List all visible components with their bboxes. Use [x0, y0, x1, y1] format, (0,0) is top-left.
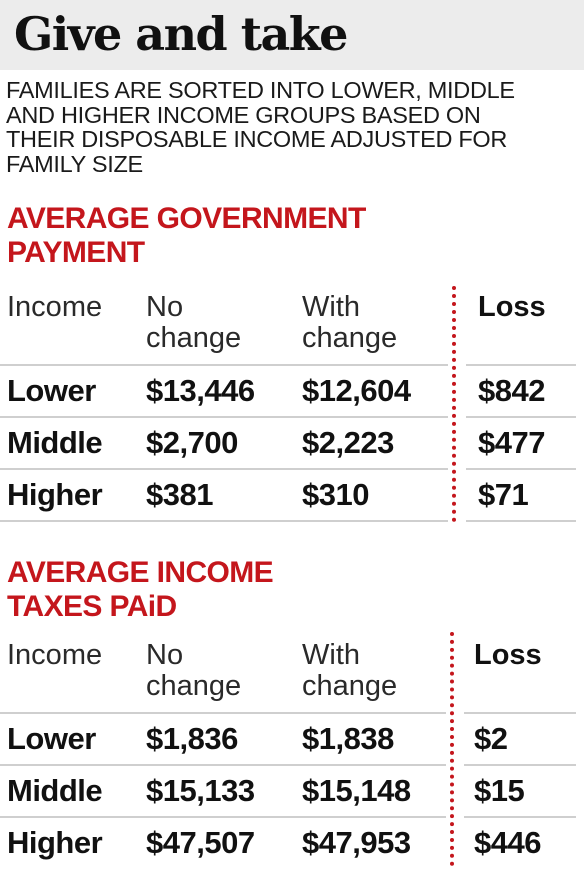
- cell-with-change: $1,838: [302, 721, 394, 756]
- section-title-line: TAXES PAiD: [7, 590, 177, 623]
- loss-column-dotted-separator: [450, 632, 454, 866]
- intro-line: FAMILIES ARE SORTED INTO LOWER, MIDDLE: [6, 77, 515, 103]
- cell-no-change: $1,836: [146, 721, 238, 756]
- row-divider: [464, 764, 576, 766]
- cell-income: Lower: [7, 373, 96, 408]
- row-divider: [0, 416, 448, 418]
- row-divider: [0, 764, 446, 766]
- cell-no-change: $2,700: [146, 425, 238, 460]
- cell-loss: $842: [478, 373, 545, 408]
- intro-line: FAMILY SIZE: [6, 150, 143, 177]
- cell-loss: $15: [474, 773, 525, 808]
- table-row: Middle $2,700 $2,223 $477: [0, 418, 584, 469]
- row-divider: [0, 816, 446, 818]
- row-divider: [0, 712, 446, 714]
- section-title-line: PAYMENT: [7, 236, 145, 269]
- cell-no-change: $13,446: [146, 373, 255, 408]
- loss-column-dotted-separator: [452, 286, 456, 522]
- header-with-change: With change: [302, 291, 398, 354]
- cell-with-change: $310: [302, 477, 369, 512]
- cell-no-change: $15,133: [146, 773, 255, 808]
- section-title-line: AVERAGE INCOME: [7, 556, 274, 589]
- row-divider: [0, 468, 448, 470]
- row-divider: [466, 520, 576, 522]
- header-income: Income: [7, 639, 103, 671]
- intro-line: AND HIGHER INCOME GROUPS BASED ON: [6, 101, 481, 128]
- section-title-line: AVERAGE GOVERNMENT: [7, 202, 366, 235]
- section-title-income-taxes: AVERAGE INCOME TAXES PAiD: [7, 556, 567, 624]
- row-divider: [0, 364, 448, 366]
- cell-with-change: $2,223: [302, 425, 394, 460]
- cell-with-change: $15,148: [302, 773, 411, 808]
- header-loss: Loss: [478, 291, 546, 323]
- cell-no-change: $381: [146, 477, 213, 512]
- page-title: Give and take: [14, 7, 348, 61]
- header-with-change: With change: [302, 639, 398, 702]
- cell-with-change: $12,604: [302, 373, 411, 408]
- cell-income: Lower: [7, 721, 96, 756]
- cell-income: Middle: [7, 773, 103, 808]
- table-row: Middle $15,133 $15,148 $15: [0, 766, 584, 817]
- table-row: Lower $13,446 $12,604 $842: [0, 366, 584, 417]
- row-divider: [0, 520, 448, 522]
- cell-with-change: $47,953: [302, 825, 411, 860]
- table-row: Higher $381 $310 $71: [0, 470, 584, 521]
- cell-loss: $71: [478, 477, 529, 512]
- cell-income: Higher: [7, 825, 103, 860]
- header-no-change: No change: [146, 291, 242, 354]
- cell-loss: $477: [478, 425, 545, 460]
- cell-loss: $2: [474, 721, 508, 756]
- row-divider: [466, 416, 576, 418]
- intro-line: THEIR DISPOSABLE INCOME ADJUSTED FOR: [6, 126, 508, 152]
- cell-loss: $446: [474, 825, 541, 860]
- section-title-government-payment: AVERAGE GOVERNMENT PAYMENT: [7, 202, 567, 270]
- header-loss: Loss: [474, 639, 542, 671]
- row-divider: [466, 468, 576, 470]
- row-divider: [464, 712, 576, 714]
- intro-text: FAMILIES ARE SORTED INTO LOWER, MIDDLE A…: [6, 78, 578, 176]
- cell-no-change: $47,507: [146, 825, 255, 860]
- row-divider: [466, 364, 576, 366]
- table-row: Higher $47,507 $47,953 $446: [0, 818, 584, 869]
- table-row: Lower $1,836 $1,838 $2: [0, 714, 584, 765]
- header-no-change: No change: [146, 639, 242, 702]
- cell-income: Higher: [7, 477, 103, 512]
- cell-income: Middle: [7, 425, 103, 460]
- row-divider: [464, 816, 576, 818]
- header-income: Income: [7, 291, 103, 323]
- title-bar: Give and take: [0, 0, 584, 70]
